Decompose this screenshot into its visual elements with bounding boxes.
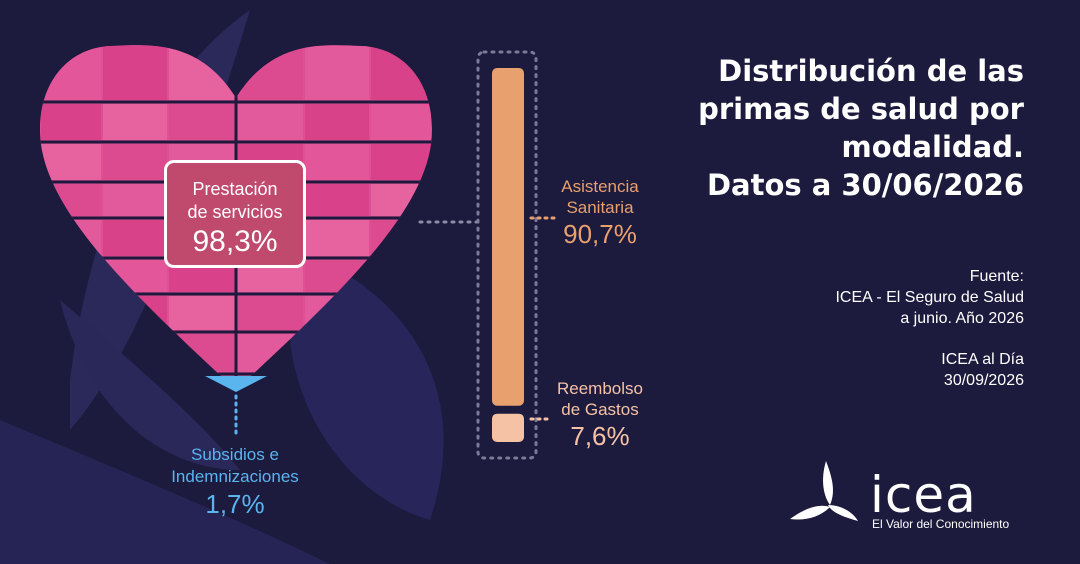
source-line-3: a junio. Año 2026 [900, 310, 1024, 327]
heart-tile [237, 296, 303, 330]
source-line-2: ICEA - El Seguro de Salud [835, 289, 1024, 306]
heart-tile [371, 104, 431, 140]
icea-logo-text: icea [870, 466, 977, 524]
source-line-1: Fuente: [969, 268, 1024, 285]
heart-tile [371, 184, 431, 216]
title-line-2: primas de salud por [698, 92, 1024, 126]
asistencia-value: 90,7% [563, 219, 637, 249]
heart-tile [169, 104, 235, 140]
subsidios-value: 1,7% [205, 489, 265, 519]
heart-tile [41, 144, 101, 180]
heart-tile [41, 184, 101, 216]
heart-tile [305, 144, 369, 180]
subsidios-name-line1: Subsidios e [191, 445, 279, 464]
source-note: Fuente: ICEA - El Seguro de Salud a juni… [724, 266, 1024, 391]
subsidios-label: Subsidios e Indemnizaciones 1,7% [145, 444, 325, 520]
icea-logo-mark [790, 461, 858, 521]
heart-tile [169, 334, 235, 372]
heart-tile [103, 184, 167, 216]
source-line-5: 30/09/2026 [943, 372, 1024, 389]
source-spacer [724, 329, 1024, 349]
icea-logo-tagline: El Valor del Conocimiento [872, 517, 1010, 531]
prestacion-name-line1: Prestación [192, 179, 278, 199]
reembolso-value: 7,6% [570, 421, 630, 451]
asistencia-name-line1: Asistencia [561, 177, 639, 196]
asistencia-label: Asistencia Sanitaria 90,7% [550, 176, 650, 250]
heart-tile [371, 144, 431, 180]
background-leaf-shape [60, 300, 240, 470]
heart-tile [41, 104, 101, 140]
heart-tile [41, 46, 101, 100]
heart-tile [371, 260, 431, 292]
prestacion-label-box: Prestación de servicios 98,3% [164, 160, 306, 268]
bar-reembolso-gastos [492, 413, 524, 442]
reembolso-label: Reembolso de Gastos 7,6% [548, 378, 652, 452]
heart-tile [103, 220, 167, 256]
title-line-4: Datos a 30/06/2026 [706, 168, 1024, 202]
reembolso-name-line2: de Gastos [561, 400, 639, 419]
heart-tile [169, 296, 235, 330]
reembolso-name-line1: Reembolso [557, 379, 643, 398]
chart-title: Distribución de las primas de salud por … [584, 52, 1024, 204]
heart-tile [41, 220, 101, 256]
heart-tile [305, 104, 369, 140]
bar-asistencia-sanitaria [492, 68, 524, 406]
bar-frame [476, 50, 538, 460]
heart-tile [371, 220, 431, 256]
heart-tile [305, 184, 369, 216]
subsidios-name-line2: Indemnizaciones [171, 467, 299, 486]
heart-tile [305, 220, 369, 256]
background-leaf-shape [0, 420, 330, 564]
heart-tile [371, 46, 431, 100]
title-line-1: Distribución de las [718, 54, 1024, 88]
subsidios-slice [205, 376, 267, 392]
title-line-3: modalidad. [841, 130, 1024, 164]
heart-tile [103, 46, 167, 100]
heart-tile [237, 104, 303, 140]
background-leaf-shape [290, 250, 444, 520]
heart-tile [103, 144, 167, 180]
asistencia-name-line2: Sanitaria [566, 198, 634, 217]
prestacion-name-line2: de servicios [187, 202, 283, 222]
heart-tile [237, 46, 303, 100]
prestacion-value: 98,3% [192, 225, 278, 258]
source-line-4: ICEA al Día [941, 351, 1024, 368]
heart-tile [305, 46, 369, 100]
heart-tile [103, 104, 167, 140]
